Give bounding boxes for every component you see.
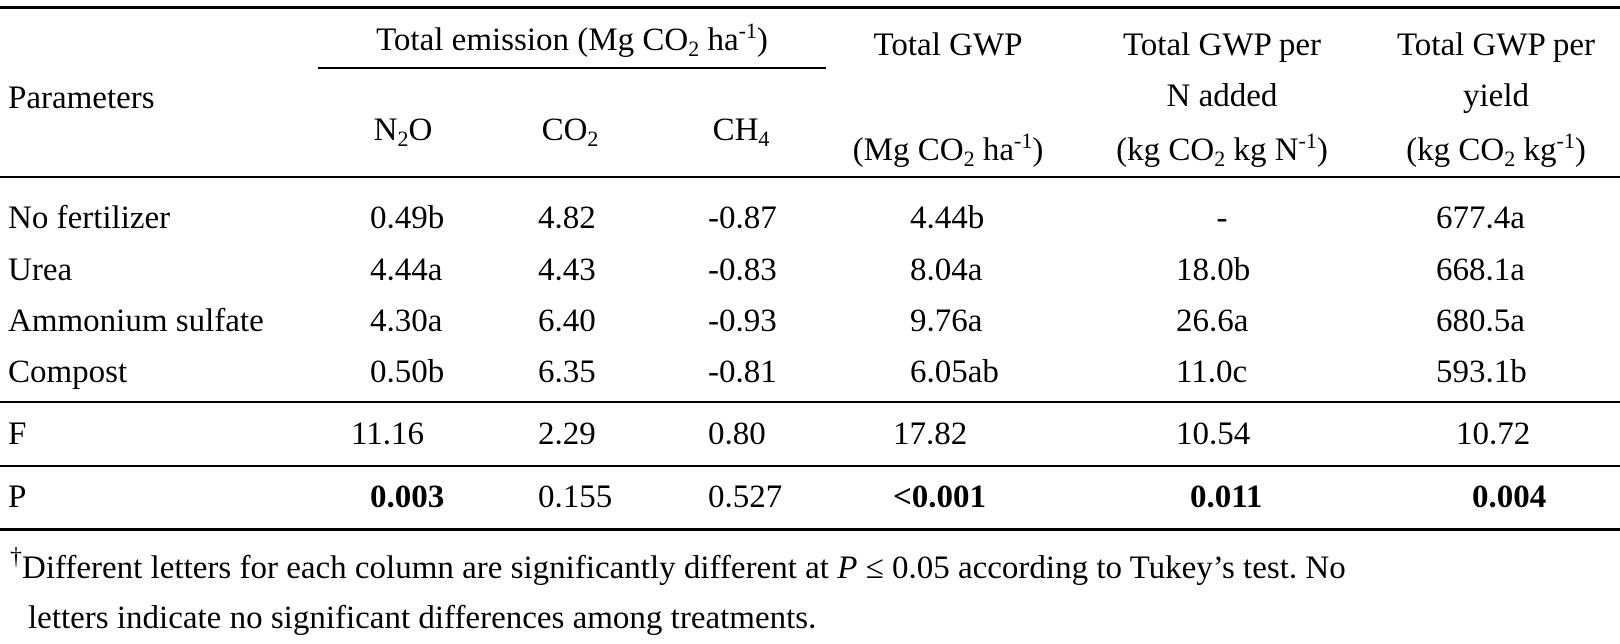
footnote-line2: letters indicate no significant differen… <box>28 600 817 636</box>
table-row-n2o: 0.50b <box>370 354 445 390</box>
f-row-co2: 2.29 <box>538 416 596 452</box>
p-row-ch4: 0.527 <box>708 479 783 515</box>
header-parameters: Parameters <box>8 80 155 116</box>
table-row-gwpn: - <box>1216 200 1228 236</box>
f-row-ch4: 0.80 <box>708 416 766 452</box>
header-gwp-per-n-unit: (kg CO2 kg N-1) <box>1116 128 1328 171</box>
header-ch4: CH4 <box>712 112 770 151</box>
table-row-param: Ammonium sulfate <box>8 303 264 339</box>
table-row-n2o: 4.44a <box>370 252 443 288</box>
table-row-co2: 6.40 <box>538 303 596 339</box>
p-row-gwpn: 0.011 <box>1190 479 1263 515</box>
table-row-ch4: -0.87 <box>708 200 777 236</box>
table-row-n2o: 0.49b <box>370 200 445 236</box>
table-row-gwpy: 668.1a <box>1436 252 1525 288</box>
top-rule <box>0 6 1620 9</box>
f-row-gwp: 17.82 <box>893 416 968 452</box>
table-row-n2o: 4.30a <box>370 303 443 339</box>
header-total-gwp-unit: (Mg CO2 ha-1) <box>852 128 1044 171</box>
header-gwp-per-yield-unit: (kg CO2 kg-1) <box>1406 128 1586 171</box>
treatment-bottom-rule <box>0 401 1620 403</box>
f-row-gwpy: 10.72 <box>1456 416 1531 452</box>
table-row-gwpy: 677.4a <box>1436 200 1525 236</box>
table-row-param: Urea <box>8 252 73 288</box>
table-row-gwpn: 11.0c <box>1176 354 1248 390</box>
table-bottom-rule <box>0 528 1620 531</box>
header-gwp-per-yield-line1: Total GWP per <box>1396 27 1596 63</box>
table-row-ch4: -0.81 <box>708 354 777 390</box>
table-row-param: No fertilizer <box>8 200 171 236</box>
p-row-co2: 0.155 <box>538 479 613 515</box>
table-row-gwp: 4.44b <box>910 200 985 236</box>
p-row-param: P <box>8 479 27 515</box>
emission-group-rule <box>318 67 826 69</box>
p-row-gwpy: 0.004 <box>1472 479 1547 515</box>
p-row-gwp: <0.001 <box>893 479 987 515</box>
header-co2: CO2 <box>541 112 599 151</box>
table-row-gwpy: 680.5a <box>1436 303 1525 339</box>
table-row-gwpn: 18.0b <box>1176 252 1251 288</box>
header-total-gwp: Total GWP <box>873 27 1023 63</box>
f-row-gwpn: 10.54 <box>1176 416 1251 452</box>
footnote-line1: †Different letters for each column are s… <box>10 544 1346 586</box>
p-row-n2o: 0.003 <box>370 479 445 515</box>
footnote-dagger: † <box>10 544 22 570</box>
table-row-gwp: 9.76a <box>910 303 983 339</box>
header-n2o: N2O <box>373 112 433 151</box>
table-row-gwpn: 26.6a <box>1176 303 1249 339</box>
header-gwp-per-n-line2: N added <box>1166 78 1278 114</box>
table-row-gwp: 8.04a <box>910 252 983 288</box>
header-total-emission: Total emission (Mg CO2 ha-1) <box>376 18 768 61</box>
f-row-n2o: 11.16 <box>351 416 425 452</box>
table-row-gwp: 6.05ab <box>910 354 999 390</box>
header-gwp-per-yield-line2: yield <box>1463 78 1529 114</box>
f-row-param: F <box>8 416 27 452</box>
table-row-ch4: -0.83 <box>708 252 777 288</box>
f-row-bottom-rule <box>0 465 1620 467</box>
table-row-gwpy: 593.1b <box>1436 354 1527 390</box>
table-row-co2: 4.43 <box>538 252 596 288</box>
table-row-ch4: -0.93 <box>708 303 777 339</box>
table-row-param: Compost <box>8 354 128 390</box>
header-gwp-per-n-line1: Total GWP per <box>1122 27 1322 63</box>
header-bottom-rule <box>0 176 1620 178</box>
table-row-co2: 4.82 <box>538 200 596 236</box>
table-row-co2: 6.35 <box>538 354 596 390</box>
